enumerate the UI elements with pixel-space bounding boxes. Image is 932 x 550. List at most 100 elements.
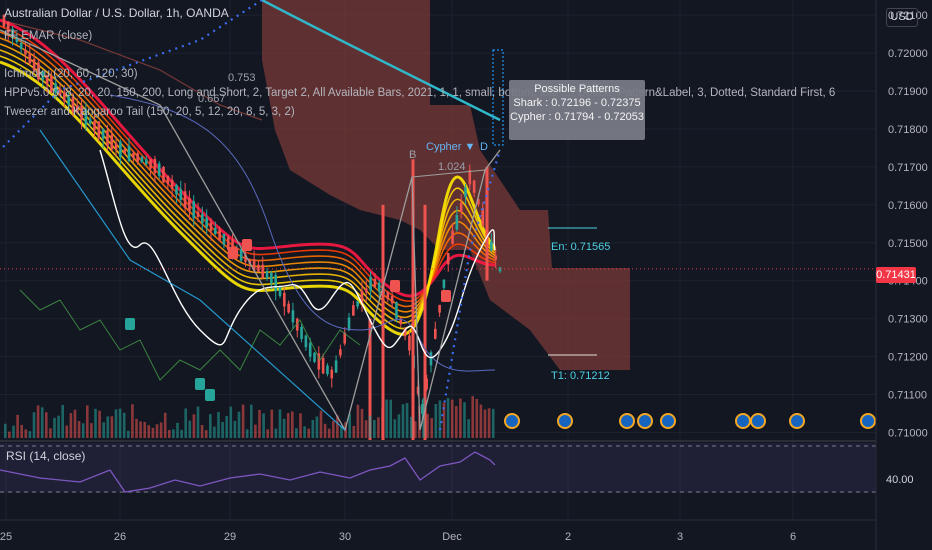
candle-body [451,230,454,244]
volume-bar [110,416,114,438]
cypher-label: Cypher ▼ [426,141,476,153]
baseline-line [109,94,496,372]
volume-bar [168,430,171,438]
candle-body [321,357,325,374]
tooltip-cypher: Cypher : 0.71794 - 0.72053 [510,111,644,123]
ema-line [261,0,501,122]
price-tick-label: 0.71800 [888,124,928,136]
candle-body [166,175,170,184]
volume-bar [299,413,302,438]
volume-bar [409,416,413,438]
candle-body [24,49,27,55]
indicator-hpp-label[interactable]: HPPv5.0 0, 8, 20, 20, 150, 200, Long and… [4,87,836,99]
volume-bar [491,408,495,438]
candle-body [201,213,204,224]
ribbon-band [0,18,496,298]
ratio-label-753: 0.753 [228,72,256,84]
volume-bar [364,420,368,438]
tweezer-bottom-marker [125,318,135,330]
tooltip-shark: Shark : 0.72196 - 0.72375 [513,97,641,109]
candle-body [490,241,493,251]
candle-body [140,156,144,163]
candle-body [416,386,420,394]
candle-body [369,276,372,291]
volume-bar [8,431,11,438]
candle-body [205,217,208,228]
candle-body [442,279,446,288]
candle-body [114,143,118,150]
symbol-title[interactable]: Australian Dollar / U.S. Dollar, 1h, OAN… [4,6,229,20]
time-tick-label: Dec [442,531,462,543]
volume-bar [250,404,253,438]
candle-body [127,145,131,161]
time-tick-label: 25 [0,531,12,543]
volume-bar [467,419,470,438]
candle-body [239,249,243,261]
candle-body [381,204,385,440]
volume-bar [262,413,265,438]
candle-body [63,91,66,102]
volume-bar [49,428,52,438]
volume-bar [90,423,93,438]
indicator-ichimoku-label[interactable]: Ichimoku (20, 60, 120, 30) [4,68,138,80]
candle-body [291,310,295,323]
ribbon-band [0,25,496,302]
currency-button[interactable]: USD [886,8,918,27]
volume-bar [53,417,56,438]
candle-body [403,328,407,337]
volume-bar [291,411,294,438]
candle-body [377,282,381,292]
candle-body [188,198,191,212]
candle-body [136,153,139,162]
economic-event-flag-inner [506,415,518,427]
candle-body [433,328,437,339]
tweezer-top-marker [228,247,238,259]
time-tick-label: 30 [339,531,351,543]
volume-bar [483,409,487,438]
volume-bar [352,425,356,438]
candle-body [373,278,377,288]
event-flags [125,239,876,429]
volume-bar [487,408,491,438]
rsi-line [0,451,496,493]
volume-bar [307,428,310,438]
volume-bar [340,425,343,438]
candle-body [313,352,316,362]
tweezer-top-marker [441,290,451,302]
candle-body [368,318,372,440]
candle-body [343,332,347,344]
volume-bar [397,414,401,438]
candle-body [244,254,247,262]
candle-body [71,97,75,113]
economic-event-flag-inner [737,415,749,427]
volume-bar [315,416,319,438]
volume-bar [40,407,44,438]
rsi-label[interactable]: RSI (14, close) [6,449,86,463]
candle-body [390,295,394,304]
possible-patterns-tooltip: Possible Patterns Shark : 0.72196 - 0.72… [509,80,645,140]
pattern-bc [411,169,486,178]
volume-bar [196,406,200,438]
candle-body [283,292,286,307]
candle-body [175,184,178,195]
candle-body [226,237,230,250]
volume-bar [213,426,216,438]
volume-bar [282,418,286,438]
indicator-tweezer-label[interactable]: Tweezer and Kangaroo Tail (150, 20, 5, 1… [4,106,295,118]
ichimoku-cloud [0,0,630,370]
candle-body [88,119,92,124]
candle-body [252,259,256,271]
tweezer-bottom-marker [205,389,215,401]
time-tick-label: 6 [790,531,796,543]
indicator-ema-label[interactable]: FF EMAR (close) [4,30,93,42]
candle-body [67,96,70,105]
candle-body [459,202,463,212]
volume-bar [16,414,19,438]
candle-body [446,253,450,265]
candle-body [265,271,269,279]
volume-bar [12,425,15,438]
volume-bar [184,408,187,438]
economic-event-flag-inner [862,415,874,427]
candle-body [261,264,265,279]
